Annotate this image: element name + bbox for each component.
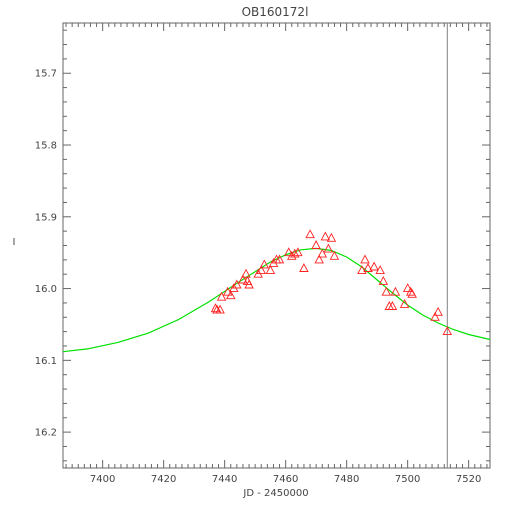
y-tick-label: 15.8 <box>35 141 57 152</box>
data-point <box>434 308 442 316</box>
y-tick-label: 16.2 <box>35 428 57 439</box>
y-axis-label: I <box>13 237 16 248</box>
x-tick-label: 7440 <box>212 474 237 485</box>
data-point <box>382 288 390 296</box>
data-points-group <box>212 230 452 334</box>
data-point <box>391 288 399 296</box>
axis-ticks <box>63 23 490 468</box>
x-tick-label: 7400 <box>90 474 115 485</box>
data-point <box>312 241 320 249</box>
plot-frame <box>63 23 490 468</box>
x-tick-label: 7520 <box>456 474 481 485</box>
y-tick-label: 15.9 <box>35 212 57 223</box>
data-point <box>315 255 323 263</box>
chart-title: OB160172l <box>242 5 309 19</box>
y-tick-label: 15.7 <box>35 69 57 80</box>
x-tick-label: 7500 <box>395 474 420 485</box>
y-tick-label: 16.1 <box>35 356 57 367</box>
x-tick-label: 7420 <box>151 474 176 485</box>
x-tick-label: 7480 <box>334 474 359 485</box>
y-tick-label: 16.0 <box>35 284 57 295</box>
data-point <box>300 264 308 272</box>
data-point <box>370 263 378 271</box>
data-point <box>306 230 314 238</box>
data-point <box>361 255 369 263</box>
x-axis-label: JD - 2450000 <box>242 488 308 499</box>
x-tick-label: 7460 <box>273 474 298 485</box>
data-point <box>321 232 329 240</box>
